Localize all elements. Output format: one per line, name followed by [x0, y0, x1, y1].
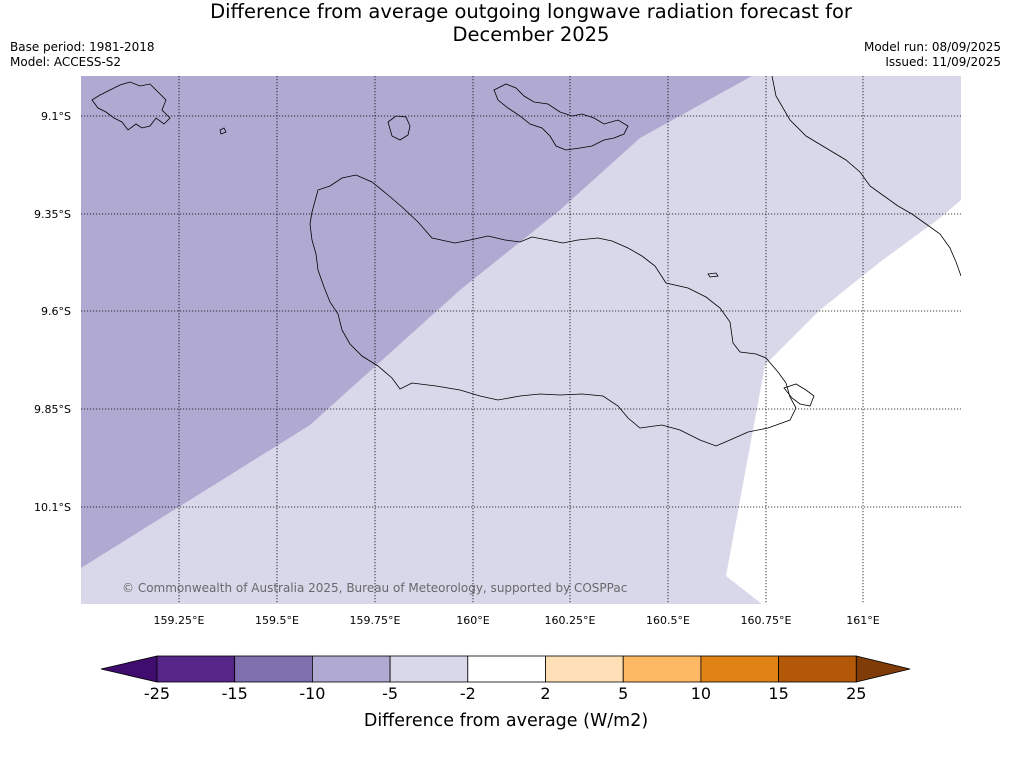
- map-title: Difference from average outgoing longwav…: [0, 0, 1011, 46]
- lat-label-0: 9.1°S: [41, 110, 71, 123]
- anomaly-zone-dark: [81, 76, 752, 568]
- model-run-text: Model run: 08/09/2025: [863, 40, 1001, 54]
- colorbar-tick-7: 10: [691, 684, 711, 703]
- anomaly-zone-neutral: [726, 200, 961, 604]
- lon-label-1: 159.5°E: [255, 614, 299, 627]
- colorbar-tick-labels: -25 -15 -10 -5 -2 2 5 10 15 25: [144, 684, 867, 703]
- lon-label-7: 161°E: [846, 614, 879, 627]
- colorbar: [100, 655, 911, 683]
- lat-label-4: 10.1°S: [34, 501, 71, 514]
- lon-label-4: 160.25°E: [545, 614, 596, 627]
- colorbar-segment-1: [156, 655, 236, 683]
- colorbar-extend-low: [100, 655, 158, 683]
- lat-label-1: 9.35°S: [34, 208, 71, 221]
- lat-label-2: 9.6°S: [41, 305, 71, 318]
- lon-label-0: 159.25°E: [154, 614, 205, 627]
- colorbar-segment-7: [622, 655, 702, 683]
- coastline-guadalcanal: [309, 174, 797, 447]
- colorbar-segment-6: [545, 655, 624, 683]
- colorbar-segment-4: [389, 655, 469, 683]
- lon-label-3: 160°E: [456, 614, 489, 627]
- colorbar-segment-2: [234, 655, 313, 683]
- lat-label-3: 9.85°S: [34, 403, 71, 416]
- map-panel[interactable]: [81, 76, 961, 604]
- colorbar-tick-1: -15: [222, 684, 248, 703]
- colorbar-tick-6: 5: [618, 684, 628, 703]
- lon-label-2: 159.75°E: [350, 614, 401, 627]
- colorbar-segment-9: [778, 655, 857, 683]
- meta-right: Model run: 08/09/2025 Issued: 11/09/2025: [864, 40, 1001, 70]
- coastline-islet-west-small: [219, 127, 227, 135]
- coastline-nggela-islands: [493, 83, 629, 151]
- lon-label-6: 160.75°E: [741, 614, 792, 627]
- colorbar-tick-8: 15: [768, 684, 788, 703]
- colorbar-extend-high: [855, 655, 911, 683]
- title-line-1: Difference from average outgoing longwav…: [210, 0, 852, 23]
- base-period-text: Base period: 1981-2018: [10, 40, 155, 54]
- colorbar-title: Difference from average (W/m2): [364, 711, 648, 731]
- colorbar-tick-0: -25: [144, 684, 170, 703]
- coastline-islet-west: [387, 115, 411, 141]
- latitude-labels: 9.1°S 9.35°S 9.6°S 9.85°S 10.1°S: [34, 110, 71, 514]
- coastlines: [91, 76, 961, 447]
- coastline-russell-islands: [91, 81, 171, 131]
- lon-label-5: 160.5°E: [646, 614, 690, 627]
- copyright-text: © Commonwealth of Australia 2025, Bureau…: [122, 581, 627, 595]
- colorbar-segment-3: [311, 655, 391, 683]
- title-line-2: December 2025: [452, 23, 610, 46]
- colorbar-tick-9: 25: [846, 684, 866, 703]
- issued-text: Issued: 11/09/2025: [885, 55, 1001, 69]
- colorbar-tick-2: -10: [299, 684, 325, 703]
- model-text: Model: ACCESS-S2: [10, 55, 122, 69]
- meta-left: Base period: 1981-2018 Model: ACCESS-S2: [10, 40, 155, 70]
- coastline-small-island-east: [783, 383, 815, 407]
- colorbar-tick-4: -2: [460, 684, 476, 703]
- coastline-malaita: [771, 76, 961, 277]
- colorbar-tick-3: -5: [382, 684, 398, 703]
- colorbar-tick-5: 2: [540, 684, 550, 703]
- coastline-islet: [707, 272, 719, 278]
- gridlines: [81, 76, 961, 604]
- colorbar-segment-5: [467, 655, 546, 683]
- longitude-labels: 159.25°E 159.5°E 159.75°E 160°E 160.25°E 160.…: [154, 614, 880, 627]
- colorbar-segment-8: [700, 655, 780, 683]
